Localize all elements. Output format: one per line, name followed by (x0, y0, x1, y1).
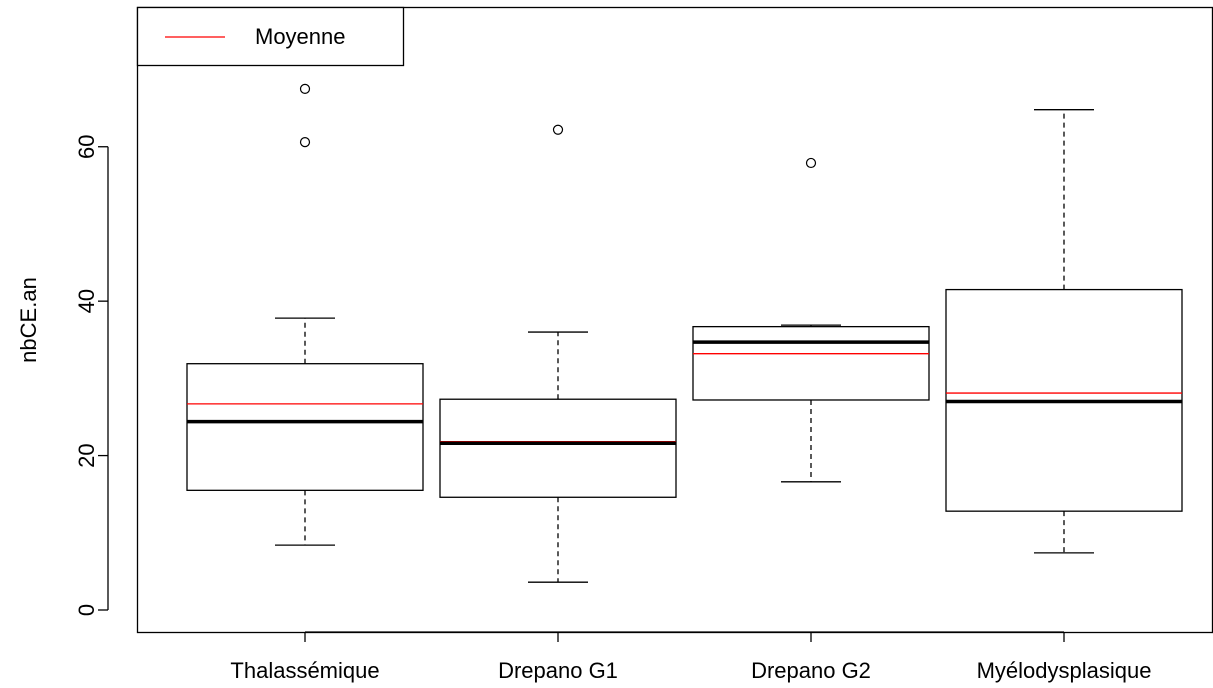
y-tick-label: 40 (74, 289, 99, 313)
box (186, 363, 424, 491)
outlier (552, 124, 564, 135)
x-tick-label: Myélodysplasique (977, 658, 1152, 683)
x-tick-label: Drepano G1 (498, 658, 618, 683)
box (692, 325, 930, 401)
y-tick-label: 20 (74, 443, 99, 467)
y-axis-label: nbCE.an (16, 277, 41, 363)
x-tick-label: Drepano G2 (751, 658, 871, 683)
outlier (299, 83, 311, 94)
box (439, 398, 677, 498)
x-tick-label: Thalassémique (230, 658, 379, 683)
y-tick-label: 60 (74, 135, 99, 159)
legend-label: Moyenne (255, 24, 346, 49)
outlier (299, 137, 311, 148)
y-tick-label: 0 (74, 604, 99, 616)
outlier (805, 157, 817, 169)
